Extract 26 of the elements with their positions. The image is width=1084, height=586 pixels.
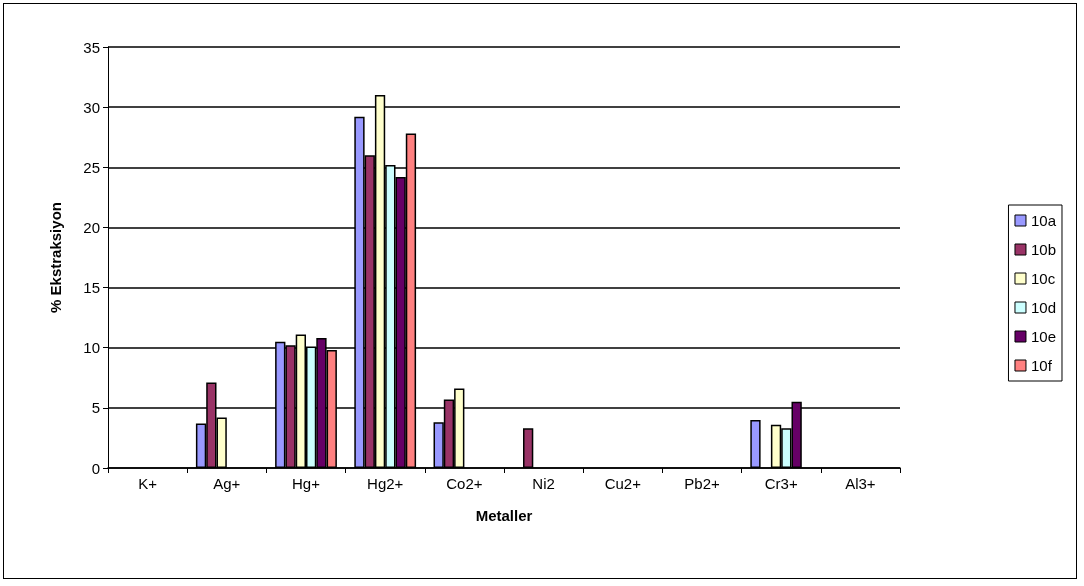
y-tick-label: 20 bbox=[83, 218, 100, 236]
x-tick-label: Ni2 bbox=[532, 475, 555, 492]
legend-label: 10e bbox=[1030, 328, 1056, 345]
y-tick-label: 15 bbox=[83, 279, 100, 297]
x-tick-label: Al3+ bbox=[845, 475, 876, 492]
y-tick-label: 10 bbox=[83, 339, 100, 357]
y-axis-title: % Ekstraksiyon bbox=[47, 202, 64, 313]
y-tick-label: 0 bbox=[91, 459, 100, 477]
y-tick-label: 5 bbox=[91, 399, 100, 417]
x-tick-label: Pb2+ bbox=[684, 475, 720, 492]
legend-label: 10d bbox=[1030, 299, 1056, 316]
x-tick-label: K+ bbox=[138, 475, 158, 492]
legend-label: 10b bbox=[1030, 241, 1056, 258]
x-tick-label: Co2+ bbox=[446, 475, 483, 492]
legend-label: 10c bbox=[1030, 270, 1056, 287]
y-tick-label: 30 bbox=[83, 98, 100, 116]
y-tick-label: 35 bbox=[83, 38, 100, 56]
legend-label: 10a bbox=[1030, 212, 1057, 229]
x-tick-label: Cr3+ bbox=[764, 475, 798, 492]
x-tick-label: Hg2+ bbox=[367, 475, 404, 492]
x-tick-label: Cu2+ bbox=[604, 475, 642, 492]
x-tick-label: Ag+ bbox=[213, 475, 241, 492]
x-axis-title: Metaller bbox=[475, 507, 533, 524]
legend-label: 10f bbox=[1030, 357, 1053, 374]
x-tick-label: Hg+ bbox=[292, 475, 321, 492]
y-tick-label: 25 bbox=[83, 158, 100, 176]
